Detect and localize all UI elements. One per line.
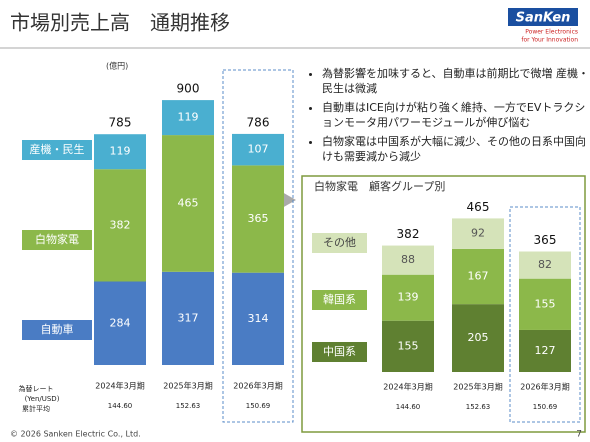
segment-label: 119 xyxy=(110,145,131,158)
segment-label: 382 xyxy=(110,218,131,231)
bar-segment xyxy=(232,165,284,273)
rate-label: 累計平均 xyxy=(22,404,50,413)
legend-label: 中国系 xyxy=(323,345,356,358)
segment-label: 88 xyxy=(401,253,415,266)
bar-segment xyxy=(452,218,504,249)
rate-value: 152.63 xyxy=(176,402,201,410)
segment-label: 107 xyxy=(248,143,269,156)
x-tick-label: 2024年3月期 xyxy=(383,382,432,392)
total-label: 785 xyxy=(109,116,132,130)
rate-value: 144.60 xyxy=(108,402,133,410)
total-label: 382 xyxy=(397,227,420,241)
segment-label: 155 xyxy=(535,297,556,310)
legend-label: 白物家電 xyxy=(35,232,79,246)
segment-label: 317 xyxy=(178,311,199,324)
legend-swatch xyxy=(312,233,367,253)
title: 市場別売上高 通期推移 xyxy=(10,11,230,35)
bar-segment xyxy=(382,320,434,372)
bar-segment xyxy=(382,274,434,321)
bar-segment xyxy=(519,278,571,330)
logo-tagline: for Your Innovation xyxy=(521,37,578,44)
panel-title: 白物家電 顧客グループ別 xyxy=(314,179,445,193)
bar-segment xyxy=(519,251,571,279)
legend-swatch xyxy=(22,230,92,250)
bullet: 白物家電は中国系が大幅に減少、その他の日系中国向けも需要減から減少 xyxy=(322,134,590,164)
legend-label: 韓国系 xyxy=(323,293,356,306)
legend-label: その他 xyxy=(323,236,356,249)
legend-swatch xyxy=(312,290,367,310)
segment-label: 127 xyxy=(535,344,556,357)
bullet: 自動車はICE向けが粘り強く維持、一方でEVトラクションモータ用パワーモジュール… xyxy=(322,100,590,130)
rate-value: 150.69 xyxy=(533,403,558,411)
logo-box xyxy=(508,8,578,26)
segment-label: 155 xyxy=(398,339,419,352)
arrow xyxy=(282,192,296,208)
segment-label: 205 xyxy=(468,331,489,344)
bar-segment xyxy=(519,329,571,372)
legend-swatch xyxy=(22,140,92,160)
segment-label: 465 xyxy=(178,196,199,209)
legend-label: 自動車 xyxy=(41,322,74,336)
legend-swatch xyxy=(22,320,92,340)
segment-label: 167 xyxy=(468,270,489,283)
logo-tagline: Power Electronics xyxy=(525,29,578,36)
x-tick-label: 2024年3月期 xyxy=(95,381,144,391)
logo: SanKen xyxy=(516,11,571,26)
segment-label: 365 xyxy=(248,212,269,225)
copyright: © 2026 Sanken Electric Co., Ltd. xyxy=(10,430,141,439)
segment-label: 92 xyxy=(471,227,485,240)
bar-segment xyxy=(162,135,214,272)
segment-label: 314 xyxy=(248,312,269,325)
total-label: 365 xyxy=(534,233,557,247)
bullet: 為替影響を加味すると、自動車は前期比で微増 産機・民生は微減 xyxy=(322,66,590,96)
page-number: 7 xyxy=(576,430,582,440)
highlight-box xyxy=(509,206,581,423)
bar-segment xyxy=(162,100,214,136)
panel-frame xyxy=(301,175,586,433)
legend-swatch xyxy=(312,342,367,362)
unit-label: (億円) xyxy=(106,61,128,71)
segment-label: 82 xyxy=(538,258,552,271)
bar-segment xyxy=(94,169,146,282)
bar-segment xyxy=(94,134,146,170)
x-tick-label: 2025年3月期 xyxy=(453,382,502,392)
rate-value: 144.60 xyxy=(396,403,421,411)
segment-label: 139 xyxy=(398,291,419,304)
total-label: 786 xyxy=(247,115,270,129)
highlight-box xyxy=(222,69,294,423)
bar-segment xyxy=(232,272,284,365)
x-tick-label: 2025年3月期 xyxy=(163,381,212,391)
total-label: 900 xyxy=(177,82,200,96)
legend-label: 産機・民生 xyxy=(30,142,85,156)
bar-segment xyxy=(452,304,504,372)
rate-value: 152.63 xyxy=(466,403,491,411)
bullets: 為替影響を加味すると、自動車は前期比で微増 産機・民生は微減自動車はICE向けが… xyxy=(308,66,590,168)
bar-segment xyxy=(452,248,504,305)
bar-segment xyxy=(232,133,284,166)
x-tick-label: 2026年3月期 xyxy=(233,381,282,391)
bar-segment xyxy=(382,245,434,275)
bar-segment xyxy=(162,271,214,365)
segment-label: 119 xyxy=(178,111,199,124)
total-label: 465 xyxy=(467,200,490,214)
bar-segment xyxy=(94,281,146,365)
rate-value: 150.69 xyxy=(246,402,271,410)
rate-label: (Yen/USD) xyxy=(25,395,60,403)
x-tick-label: 2026年3月期 xyxy=(520,382,569,392)
segment-label: 284 xyxy=(110,316,131,329)
rate-label: 為替レート xyxy=(19,384,54,393)
